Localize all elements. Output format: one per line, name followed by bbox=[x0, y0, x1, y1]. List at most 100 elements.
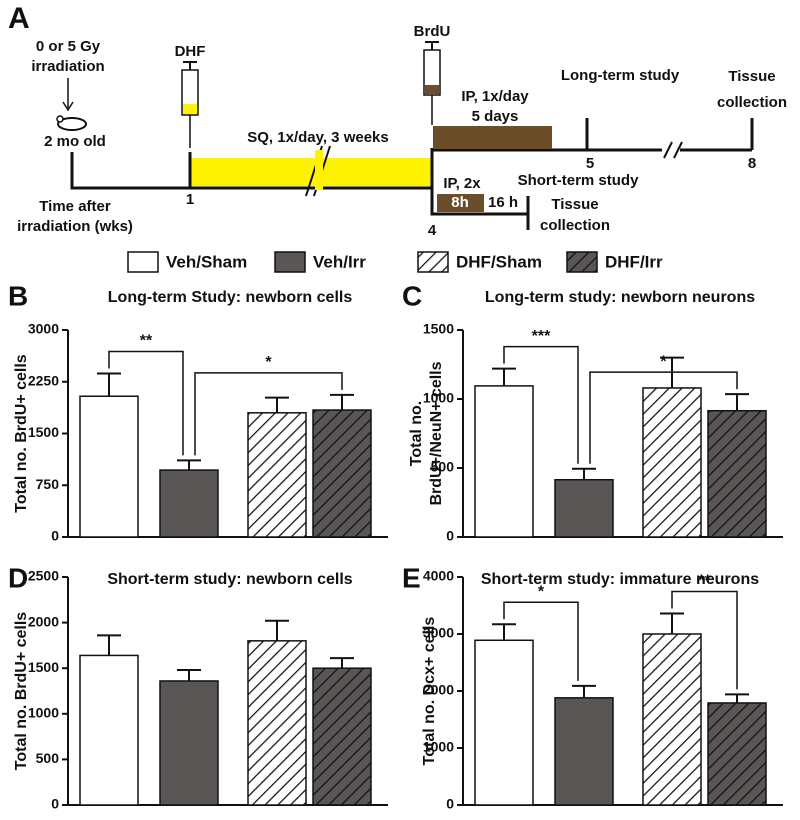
significance-bracket bbox=[194, 372, 343, 456]
significance-bracket bbox=[671, 590, 738, 690]
y-tick-label: 500 bbox=[36, 750, 60, 766]
label: irradiation bbox=[31, 58, 104, 75]
label: Long-term study bbox=[561, 67, 680, 84]
axis-break bbox=[315, 150, 323, 190]
label: BrdU bbox=[414, 23, 451, 40]
y-tick-label: 1000 bbox=[423, 739, 454, 755]
week-label: 1 bbox=[186, 191, 194, 208]
y-tick-label: 2000 bbox=[28, 613, 59, 629]
bar bbox=[79, 395, 139, 538]
label: Time after bbox=[39, 198, 111, 215]
significance-label: * bbox=[538, 584, 545, 601]
bar bbox=[312, 667, 372, 806]
mouse-icon bbox=[57, 117, 87, 131]
label: collection bbox=[717, 94, 787, 111]
significance-label: * bbox=[660, 353, 667, 370]
y-tick-label: 0 bbox=[51, 528, 59, 544]
bar bbox=[247, 412, 307, 538]
significance-label: ** bbox=[140, 333, 153, 350]
y-axis-label: Total no. BrdU+ cells bbox=[13, 354, 30, 513]
bar bbox=[554, 478, 614, 538]
bar bbox=[159, 469, 219, 538]
legend-label: Veh/Sham bbox=[166, 252, 247, 271]
week-label: 8 bbox=[748, 155, 756, 172]
bar bbox=[642, 633, 702, 806]
panel-letter: B bbox=[8, 280, 28, 311]
y-axis-label: Total no. bbox=[408, 401, 425, 466]
y-axis-label: Total no. Dcx+ cells bbox=[421, 617, 438, 766]
label: DHF bbox=[175, 43, 206, 60]
label: 0 or 5 Gy bbox=[36, 38, 101, 55]
label: Tissue bbox=[728, 68, 775, 85]
arrow-head bbox=[62, 101, 74, 112]
mouse-icon bbox=[56, 115, 64, 123]
bar bbox=[474, 385, 534, 538]
chart-title: Long-term Study: newborn cells bbox=[108, 289, 353, 306]
y-tick-label: 2250 bbox=[28, 372, 59, 388]
treatment-period bbox=[437, 194, 484, 212]
y-tick-label: 750 bbox=[36, 476, 60, 492]
significance-bracket bbox=[589, 371, 738, 464]
y-tick-label: 0 bbox=[446, 796, 454, 812]
bar bbox=[159, 680, 219, 806]
panel-letter: D bbox=[8, 562, 28, 593]
significance-label: ** bbox=[698, 573, 711, 590]
label: 5 days bbox=[472, 108, 519, 125]
axis-break bbox=[663, 141, 683, 159]
legend-swatch bbox=[566, 251, 598, 273]
label: collection bbox=[540, 217, 610, 234]
label: IP, 1x/day bbox=[461, 88, 529, 105]
chart-title: Short-term study: immature neurons bbox=[481, 571, 759, 588]
chart-title: Short-term study: newborn cells bbox=[107, 571, 352, 588]
bar bbox=[474, 639, 534, 806]
timeline-diagram: A 0 or 5 Gy irradiation 2 mo old 8h 16 h… bbox=[8, 2, 787, 239]
label: 16 h bbox=[488, 194, 518, 211]
y-tick-label: 1500 bbox=[423, 321, 454, 337]
bar bbox=[247, 640, 307, 806]
label: SQ, 1x/day, 3 weeks bbox=[247, 129, 388, 146]
y-tick-label: 2000 bbox=[423, 682, 454, 698]
bar bbox=[554, 697, 614, 806]
y-tick-label: 0 bbox=[446, 528, 454, 544]
y-tick-label: 1500 bbox=[28, 424, 59, 440]
bar bbox=[707, 409, 767, 538]
y-tick-label: 3000 bbox=[28, 321, 59, 337]
bar bbox=[707, 702, 767, 806]
y-tick-label: 3000 bbox=[423, 625, 454, 641]
label: Short-term study bbox=[518, 172, 640, 189]
syringe bbox=[423, 41, 441, 125]
y-tick-label: 500 bbox=[431, 459, 455, 475]
y-tick-label: 1000 bbox=[28, 705, 59, 721]
y-tick-label: 0 bbox=[51, 796, 59, 812]
week-label: 4 bbox=[428, 222, 437, 239]
bar bbox=[312, 409, 372, 538]
y-tick-label: 4000 bbox=[423, 568, 454, 584]
label: 8h bbox=[451, 194, 469, 211]
label: IP, 2x bbox=[443, 175, 481, 192]
y-tick-label: 1500 bbox=[28, 659, 59, 675]
label: Tissue bbox=[551, 196, 598, 213]
legend-swatch bbox=[274, 251, 306, 273]
chart-title: Long-term study: newborn neurons bbox=[485, 289, 755, 306]
y-tick-label: 1000 bbox=[423, 390, 454, 406]
bar bbox=[79, 654, 139, 806]
legend-swatch bbox=[127, 251, 159, 273]
syringe bbox=[181, 61, 199, 148]
week-label: 5 bbox=[586, 155, 594, 172]
significance-bracket bbox=[108, 350, 184, 456]
significance-bracket bbox=[503, 345, 579, 464]
label: 2 mo old bbox=[44, 133, 106, 150]
bar bbox=[642, 387, 702, 538]
timeline bbox=[70, 118, 754, 230]
y-tick-label: 2500 bbox=[28, 568, 59, 584]
legend-label: Veh/Irr bbox=[313, 252, 366, 271]
legend-label: DHF/Sham bbox=[456, 252, 542, 271]
y-axis-label: Total no. BrdU+ cells bbox=[13, 612, 30, 771]
panel-letter: C bbox=[402, 280, 422, 311]
significance-label: * bbox=[265, 354, 272, 371]
panel-letter: E bbox=[402, 562, 421, 593]
label: irradiation (wks) bbox=[17, 218, 133, 235]
panel-letter: A bbox=[8, 2, 30, 35]
legend-label: DHF/Irr bbox=[605, 252, 663, 271]
